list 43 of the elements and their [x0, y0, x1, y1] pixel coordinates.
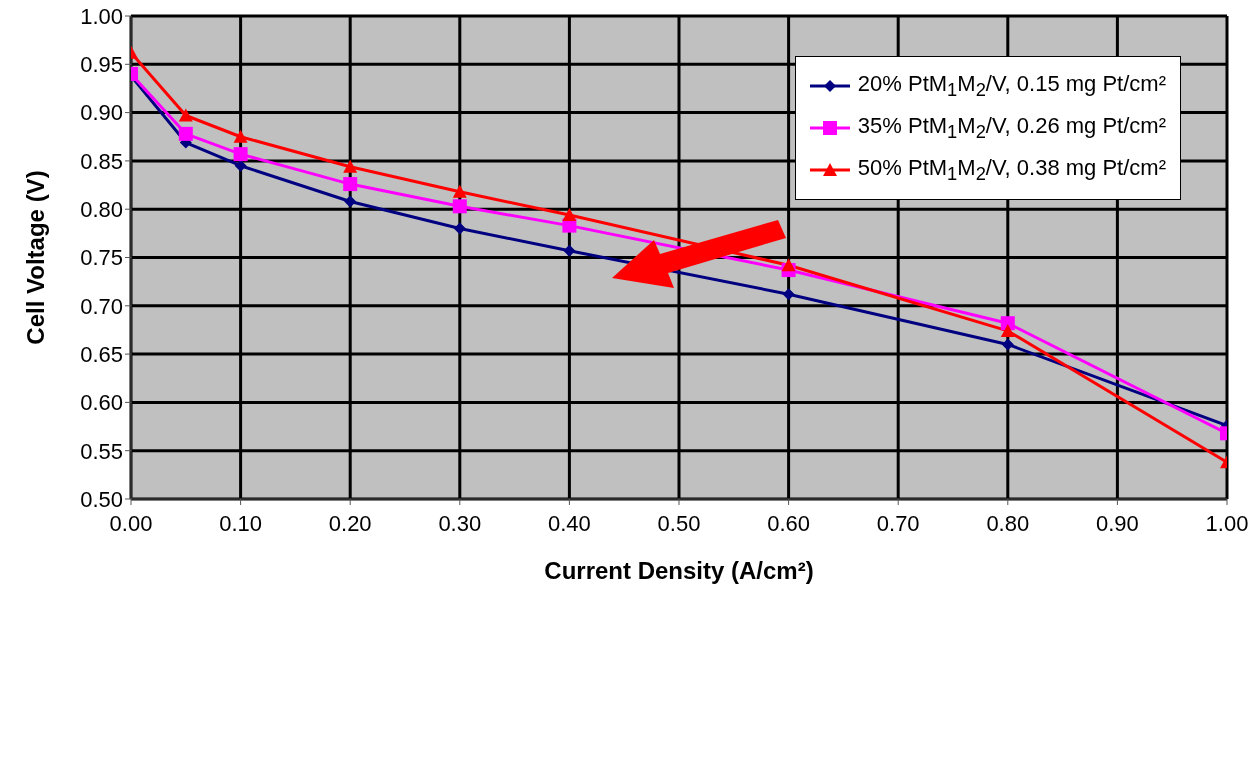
y-tick-label: 0.90	[80, 100, 123, 126]
x-tick-label: 0.20	[328, 510, 372, 536]
point	[1001, 338, 1014, 351]
point	[1000, 323, 1015, 337]
point	[453, 222, 466, 235]
point	[233, 129, 248, 143]
x-tick-label: 0.80	[986, 510, 1030, 536]
y-axis-title: Cell Voltage (V)	[22, 170, 49, 345]
x-tick-label: 0.60	[767, 510, 811, 536]
y-tick-label: 0.95	[80, 52, 123, 78]
point	[343, 177, 358, 192]
point	[782, 288, 795, 301]
point	[452, 184, 467, 198]
y-tick-label: 0.70	[80, 293, 123, 319]
point	[562, 208, 577, 221]
point	[452, 199, 467, 214]
x-tick-label: 0.70	[876, 510, 920, 536]
legend-label: 20% PtM$_{1}$M$_{2}$/V, 0.15 mg Pt/cm²	[857, 70, 1166, 102]
y-tick-label: 0.85	[80, 148, 123, 174]
x-tick-label: 0.30	[438, 510, 482, 536]
x-axis-title: Current Density (A/cm²)	[544, 557, 814, 584]
y-tick-label: 0.55	[80, 438, 123, 464]
y-tick-label: 0.60	[80, 390, 123, 416]
y-tick-label: 0.65	[80, 341, 123, 367]
point	[781, 258, 796, 272]
legend-label: 50% PtM$_{1}$M$_{2}$/V, 0.38 mg Pt/cm²	[857, 154, 1166, 186]
y-tick-label: 0.80	[80, 197, 123, 223]
y-tick-label: 0.50	[80, 486, 123, 512]
point	[563, 244, 576, 257]
y-tick-label: 1.00	[80, 3, 123, 29]
y-tick-label: 0.75	[80, 245, 123, 271]
x-tick-label: 0.40	[547, 510, 591, 536]
point	[343, 159, 358, 173]
point	[233, 147, 248, 162]
point	[178, 108, 193, 122]
legend-label: 35% PtM$_{1}$M$_{2}$/V, 0.26 mg Pt/cm²	[857, 112, 1166, 144]
x-tick-label: 0.00	[109, 510, 153, 536]
point	[344, 195, 357, 208]
x-tick-label: 1.00	[1205, 510, 1249, 536]
x-tick-label: 0.10	[219, 510, 263, 536]
point	[178, 126, 193, 141]
x-tick-label: 0.50	[657, 510, 701, 536]
x-tick-label: 0.90	[1095, 510, 1139, 536]
